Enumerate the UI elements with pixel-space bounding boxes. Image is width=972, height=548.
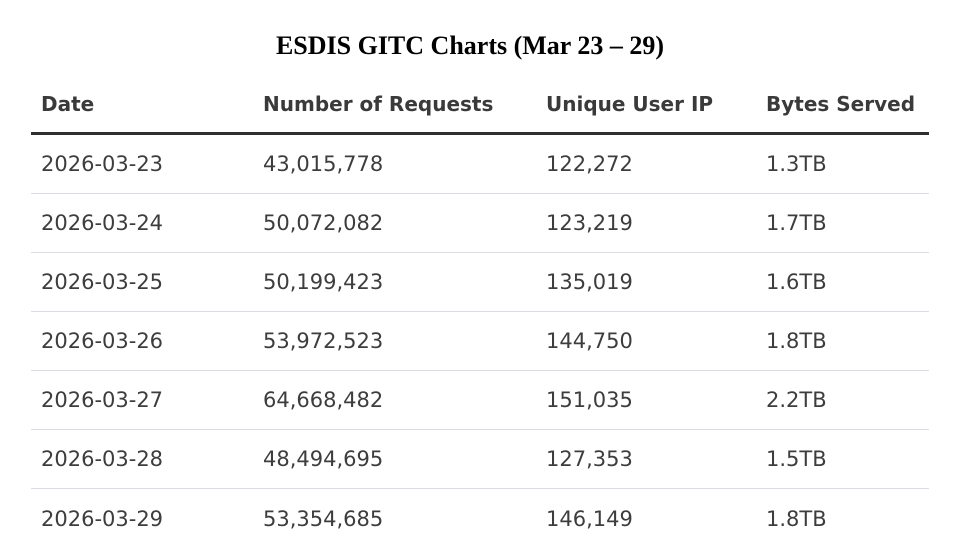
column-header-bytes: Bytes Served [766, 91, 916, 116]
cell-date: 2026-03-29 [41, 506, 164, 531]
table-row: 2026-03-25 50,199,423 135,019 1.6TB [31, 253, 929, 312]
cell-date: 2026-03-23 [41, 152, 164, 176]
cell-date: 2026-03-24 [41, 211, 164, 235]
column-header-unique-ip: Unique User IP [546, 91, 714, 116]
table-row: 2026-03-29 53,354,685 146,149 1.8TB [31, 489, 929, 548]
cell-bytes: 1.8TB [766, 506, 827, 531]
cell-unique-ip: 144,750 [546, 329, 633, 353]
cell-unique-ip: 127,353 [546, 447, 633, 471]
table-row: 2026-03-24 50,072,082 123,219 1.7TB [31, 194, 929, 253]
cell-requests: 48,494,695 [263, 447, 384, 471]
table-row: 2026-03-28 48,494,695 127,353 1.5TB [31, 430, 929, 489]
cell-bytes: 1.8TB [766, 329, 827, 353]
cell-date: 2026-03-28 [41, 447, 164, 471]
column-header-date: Date [41, 91, 95, 116]
cell-bytes: 2.2TB [766, 388, 827, 412]
cell-date: 2026-03-26 [41, 329, 164, 353]
cell-requests: 43,015,778 [263, 152, 384, 176]
cell-unique-ip: 123,219 [546, 211, 633, 235]
cell-unique-ip: 146,149 [546, 506, 633, 531]
cell-bytes: 1.7TB [766, 211, 827, 235]
cell-requests: 50,072,082 [263, 211, 384, 235]
cell-date: 2026-03-25 [41, 270, 164, 294]
chart-title: ESDIS GITC Charts (Mar 23 – 29) [275, 31, 665, 60]
cell-date: 2026-03-27 [41, 388, 164, 412]
cell-bytes: 1.3TB [766, 152, 827, 176]
stats-table: Date Number of Requests Unique User IP B… [31, 75, 929, 548]
cell-requests: 50,199,423 [263, 270, 384, 294]
cell-requests: 64,668,482 [263, 388, 384, 412]
table-row: 2026-03-23 43,015,778 122,272 1.3TB [31, 135, 929, 194]
table-row: 2026-03-26 53,972,523 144,750 1.8TB [31, 312, 929, 371]
table-header-row: Date Number of Requests Unique User IP B… [31, 75, 929, 135]
cell-requests: 53,354,685 [263, 506, 384, 531]
column-header-requests: Number of Requests [263, 91, 494, 116]
table-row: 2026-03-27 64,668,482 151,035 2.2TB [31, 371, 929, 430]
cell-unique-ip: 135,019 [546, 270, 633, 294]
cell-unique-ip: 151,035 [546, 388, 633, 412]
cell-unique-ip: 122,272 [546, 152, 633, 176]
cell-bytes: 1.6TB [766, 270, 827, 294]
cell-bytes: 1.5TB [766, 447, 827, 471]
cell-requests: 53,972,523 [263, 329, 384, 353]
